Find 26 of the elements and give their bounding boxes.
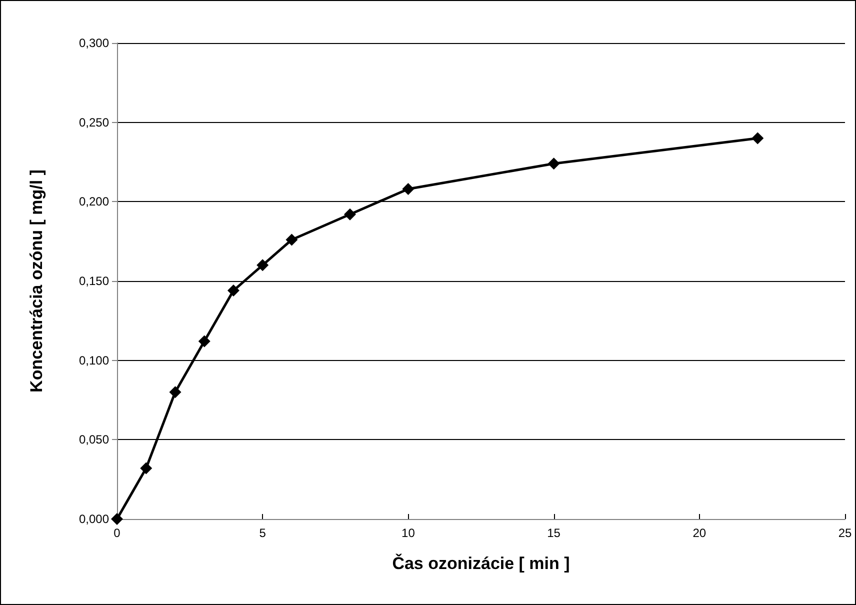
y-tick-label: 0,000 [78, 512, 110, 526]
y-axis-title: Koncentrácia ozónu [ mg/l ] [27, 170, 46, 392]
point [169, 386, 182, 398]
y-tick-label: 0,150 [78, 274, 110, 288]
x-tick-label: 5 [259, 526, 266, 540]
point [256, 259, 269, 272]
y-tick-label: 0,300 [78, 36, 110, 50]
point [227, 284, 240, 297]
point [111, 513, 123, 525]
x-axis-title: Čas ozonizácie [ min ] [392, 553, 570, 573]
y-tick-label: 0,100 [78, 353, 110, 368]
point [402, 182, 414, 195]
point [344, 208, 356, 220]
x-tick-label: 15 [547, 526, 561, 540]
x-tick-label: 10 [402, 526, 416, 540]
point [198, 335, 210, 348]
y-tick-label: 0,050 [78, 432, 110, 447]
point [140, 462, 152, 474]
point [752, 132, 764, 144]
point [548, 158, 560, 170]
y-tick-label: 0,250 [78, 115, 110, 130]
y-tick-label: 0,200 [78, 194, 110, 209]
x-tick-label: 25 [838, 526, 852, 540]
x-tick-label: 20 [692, 526, 706, 540]
x-tick-label: 0 [114, 526, 121, 540]
point [286, 234, 298, 246]
